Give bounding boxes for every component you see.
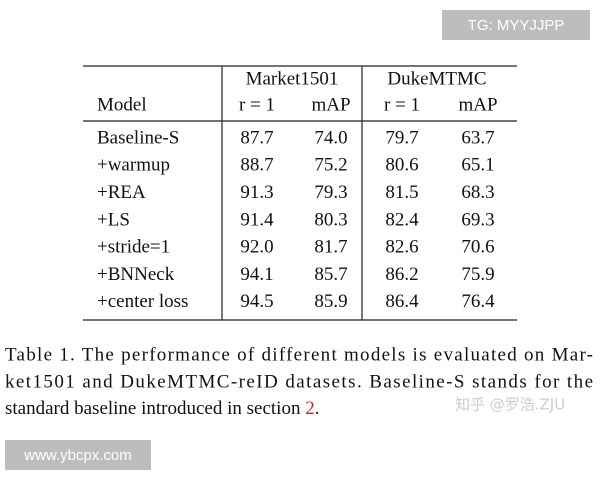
cell: 91.3 xyxy=(240,182,273,203)
cell: 85.7 xyxy=(314,264,347,285)
caption-line: Table 1. The performance of different mo… xyxy=(5,344,593,365)
row-label: +warmup xyxy=(97,155,170,176)
column-header: mAP xyxy=(458,94,497,115)
cell: 69.3 xyxy=(461,209,494,230)
cell: 65.1 xyxy=(461,155,494,176)
row-label: +BNNeck xyxy=(97,264,175,285)
cell: 88.7 xyxy=(240,155,273,176)
column-header: r = 1 xyxy=(239,94,275,115)
cell: 91.4 xyxy=(240,209,274,230)
column-header: mAP xyxy=(311,94,350,115)
cell: 68.3 xyxy=(461,182,494,203)
caption-text: standard baseline introduced in section xyxy=(5,398,305,419)
cell: 86.2 xyxy=(385,264,418,285)
group-header: Market1501 xyxy=(246,68,339,89)
cell: 81.5 xyxy=(385,182,418,203)
watermark-box xyxy=(5,440,151,470)
caption-text: . xyxy=(315,398,320,419)
column-header: r = 1 xyxy=(384,94,420,115)
cell: 81.7 xyxy=(314,237,347,258)
cell: 74.0 xyxy=(314,127,347,148)
cell: 80.3 xyxy=(314,209,347,230)
watermark: TG: MYYJJPP xyxy=(468,17,565,34)
watermark: www.ybcpx.com xyxy=(23,447,132,464)
cell: 75.2 xyxy=(314,155,347,176)
cell: 82.6 xyxy=(385,237,418,258)
watermark-box xyxy=(442,10,590,40)
section-ref[interactable]: 2 xyxy=(305,398,315,419)
cell: 75.9 xyxy=(461,264,494,285)
cell: 92.0 xyxy=(240,237,273,258)
row-label: Baseline-S xyxy=(97,127,179,148)
group-header: DukeMTMC xyxy=(387,68,486,89)
caption-line: standard baseline introduced in section … xyxy=(5,398,319,419)
cell: 86.4 xyxy=(385,291,419,312)
row-label: +REA xyxy=(97,182,146,203)
caption-line: ket1501 and DukeMTMC-reID datasets. Base… xyxy=(5,371,593,392)
cell: 76.4 xyxy=(461,291,495,312)
cell: 79.3 xyxy=(314,182,347,203)
cell: 85.9 xyxy=(314,291,347,312)
watermark: 知乎 @罗浩.ZJU xyxy=(455,396,565,414)
cell: 82.4 xyxy=(385,209,419,230)
cell: 87.7 xyxy=(240,127,273,148)
cell: 80.6 xyxy=(385,155,418,176)
row-label: +LS xyxy=(97,209,130,230)
cell: 70.6 xyxy=(461,237,494,258)
cell: 79.7 xyxy=(385,127,418,148)
cell: 94.1 xyxy=(240,264,273,285)
cell: 94.5 xyxy=(240,291,273,312)
row-label: +stride=1 xyxy=(97,237,170,258)
column-header: Model xyxy=(97,94,147,115)
cell: 63.7 xyxy=(461,127,494,148)
row-label: +center loss xyxy=(97,291,188,312)
